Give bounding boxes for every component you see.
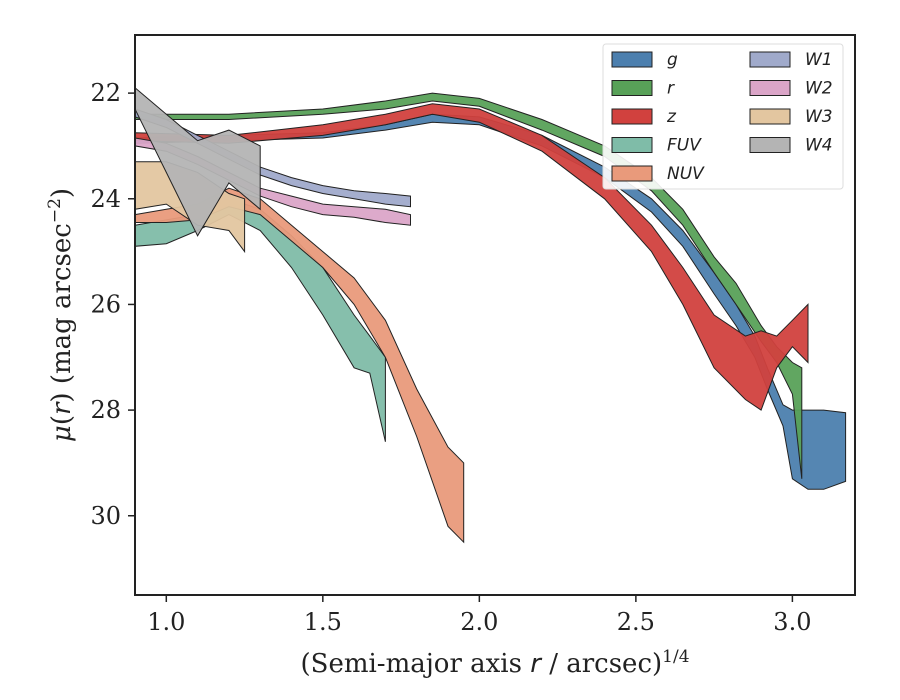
x-axis-label: (Semi-major axis r / arcsec)1/4: [300, 647, 689, 679]
x-tick-label: 1.5: [304, 608, 342, 636]
legend-label-w1: W1: [805, 50, 833, 70]
legend-label-w4: W4: [805, 136, 833, 156]
y-tick-label: 28: [90, 396, 121, 424]
legend-swatch-w2: [749, 80, 791, 96]
y-tick-label: 24: [90, 185, 121, 213]
legend-label-nuv: NUV: [667, 164, 705, 184]
y-axis-label: μ(r) (mag arcsec−2): [45, 188, 77, 442]
legend-swatch-w3: [749, 108, 791, 125]
ticks-layer: 1.0 1.5 2.0 2.5 3.0 22 24 26 28 30: [90, 79, 811, 636]
legend-swatch-nuv: [611, 165, 653, 182]
legend: grz FUV NUV W1 W2 W3 W4: [602, 43, 844, 190]
legend-swatch-w4: [749, 137, 791, 153]
svg-text:μ(r) (mag arcsec−2): μ(r) (mag arcsec−2): [45, 188, 77, 442]
series-band-w4: [134, 86, 261, 237]
legend-label-g: g: [667, 50, 678, 70]
series-band-r: [134, 92, 803, 479]
x-tick-label: 3.0: [773, 608, 811, 636]
legend-swatch-fuv: [611, 137, 653, 153]
x-tick-label: 1.0: [147, 608, 185, 636]
series-band-z: [134, 103, 809, 411]
legend-swatch-z: [611, 108, 653, 125]
x-tick-label: 2.5: [617, 608, 655, 636]
plot-frame: [134, 34, 856, 596]
x-tick-label: 2.0: [460, 608, 498, 636]
svg-text:(Semi-major axis r / arcsec)1/: (Semi-major axis r / arcsec)1/4: [300, 647, 689, 679]
legend-label-z: z: [666, 107, 677, 127]
legend-label-fuv: FUV: [667, 136, 702, 156]
legend-label-w3: W3: [805, 107, 833, 127]
legend-label-r: r: [667, 79, 675, 99]
legend-swatch-g: [611, 51, 653, 68]
legend-swatch-r: [611, 80, 653, 96]
legend-swatch-w1: [749, 51, 791, 68]
legend-label-w2: W2: [805, 79, 833, 99]
series-layer: [134, 86, 847, 544]
y-tick-label: 30: [90, 502, 121, 530]
y-tick-label: 26: [90, 290, 121, 318]
y-tick-label: 22: [90, 79, 121, 107]
